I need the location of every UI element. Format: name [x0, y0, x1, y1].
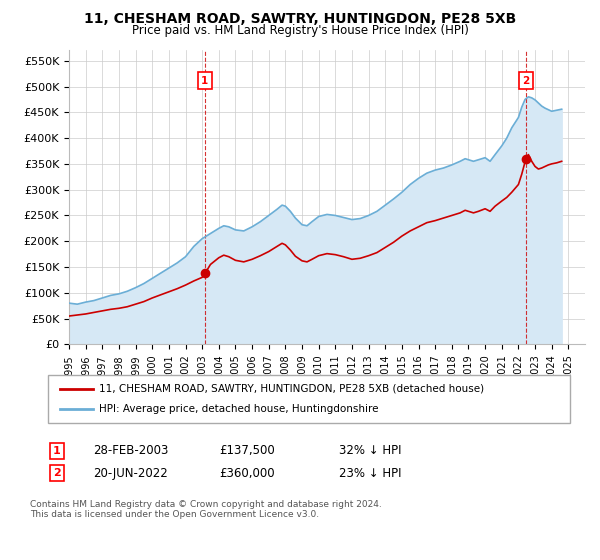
Text: 1: 1	[53, 446, 61, 456]
Text: Price paid vs. HM Land Registry's House Price Index (HPI): Price paid vs. HM Land Registry's House …	[131, 24, 469, 36]
Text: 1: 1	[201, 76, 208, 86]
Text: HPI: Average price, detached house, Huntingdonshire: HPI: Average price, detached house, Hunt…	[99, 404, 379, 414]
Text: £360,000: £360,000	[219, 466, 275, 480]
Text: 2: 2	[523, 76, 530, 86]
Text: £137,500: £137,500	[219, 444, 275, 458]
Text: 11, CHESHAM ROAD, SAWTRY, HUNTINGDON, PE28 5XB: 11, CHESHAM ROAD, SAWTRY, HUNTINGDON, PE…	[84, 12, 516, 26]
Text: 23% ↓ HPI: 23% ↓ HPI	[339, 466, 401, 480]
Text: 2: 2	[53, 468, 61, 478]
Text: 20-JUN-2022: 20-JUN-2022	[93, 466, 168, 480]
Text: 32% ↓ HPI: 32% ↓ HPI	[339, 444, 401, 458]
Text: 28-FEB-2003: 28-FEB-2003	[93, 444, 169, 458]
Text: 11, CHESHAM ROAD, SAWTRY, HUNTINGDON, PE28 5XB (detached house): 11, CHESHAM ROAD, SAWTRY, HUNTINGDON, PE…	[99, 384, 484, 394]
Text: Contains HM Land Registry data © Crown copyright and database right 2024.
This d: Contains HM Land Registry data © Crown c…	[30, 500, 382, 519]
